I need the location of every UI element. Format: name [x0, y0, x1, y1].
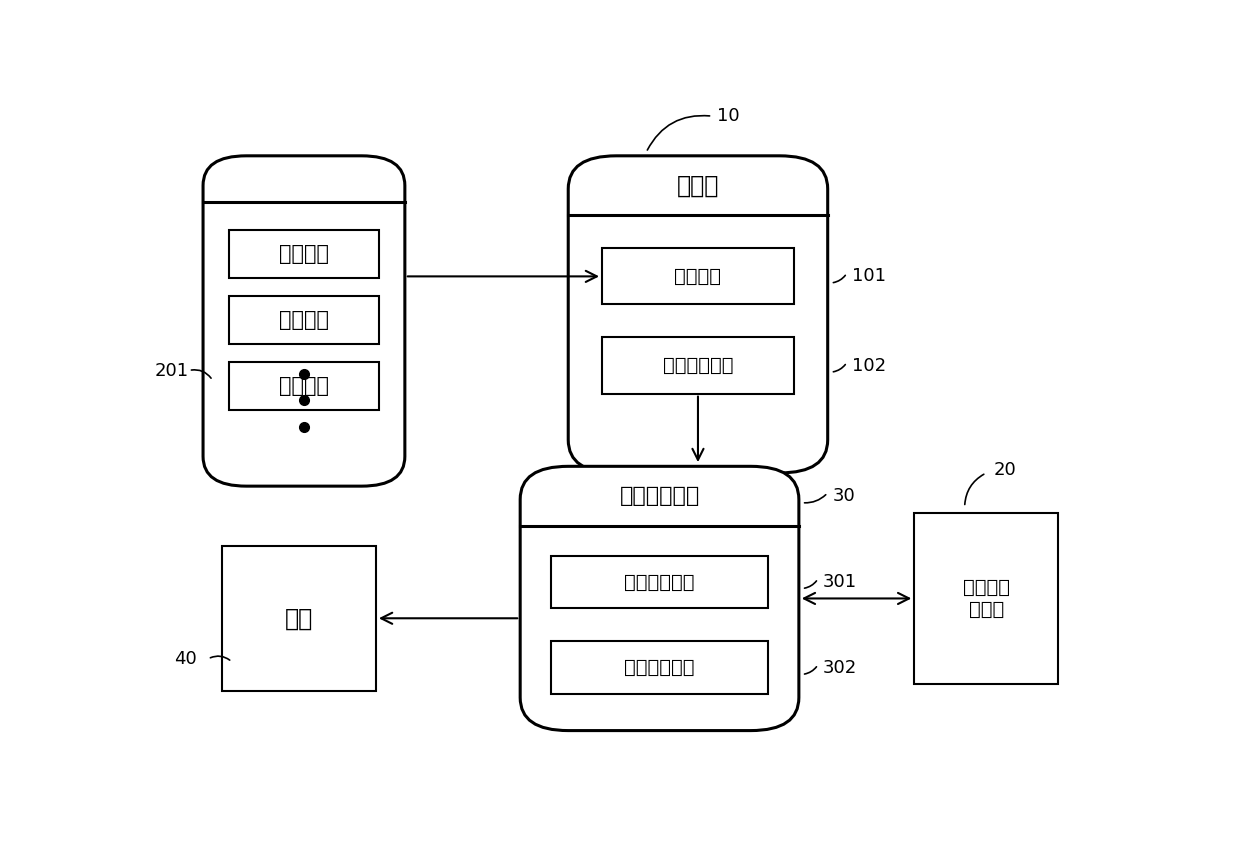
Text: 302: 302 — [823, 659, 857, 677]
FancyBboxPatch shape — [601, 337, 794, 394]
Text: 电子标签
存储库: 电子标签 存储库 — [962, 578, 1009, 619]
FancyBboxPatch shape — [551, 642, 769, 694]
Text: 102: 102 — [852, 357, 885, 375]
Text: 终端: 终端 — [285, 607, 314, 631]
FancyBboxPatch shape — [229, 296, 378, 344]
Text: 数据发送模块: 数据发送模块 — [662, 356, 733, 375]
Text: 20: 20 — [993, 461, 1017, 479]
FancyBboxPatch shape — [601, 248, 794, 305]
FancyBboxPatch shape — [229, 362, 378, 410]
FancyBboxPatch shape — [222, 546, 376, 691]
FancyBboxPatch shape — [551, 555, 769, 608]
FancyBboxPatch shape — [914, 512, 1059, 685]
Text: 301: 301 — [823, 573, 857, 591]
FancyBboxPatch shape — [521, 467, 799, 731]
Text: 电子标签: 电子标签 — [279, 244, 329, 264]
FancyBboxPatch shape — [203, 156, 404, 486]
Text: 读取模块: 读取模块 — [675, 267, 722, 286]
Text: 201: 201 — [155, 361, 190, 379]
Text: 30: 30 — [832, 487, 856, 505]
FancyBboxPatch shape — [568, 156, 828, 473]
Text: 数据处理系统: 数据处理系统 — [620, 486, 699, 506]
FancyBboxPatch shape — [229, 230, 378, 278]
Text: 数据分析模块: 数据分析模块 — [624, 658, 694, 677]
Text: 读卡器: 读卡器 — [677, 173, 719, 197]
Text: 电子标签: 电子标签 — [279, 310, 329, 330]
Text: 101: 101 — [852, 268, 885, 286]
Text: 10: 10 — [717, 107, 740, 125]
Text: 数据接收模块: 数据接收模块 — [624, 572, 694, 591]
Text: 40: 40 — [174, 650, 197, 668]
Text: 电子标签: 电子标签 — [279, 376, 329, 396]
